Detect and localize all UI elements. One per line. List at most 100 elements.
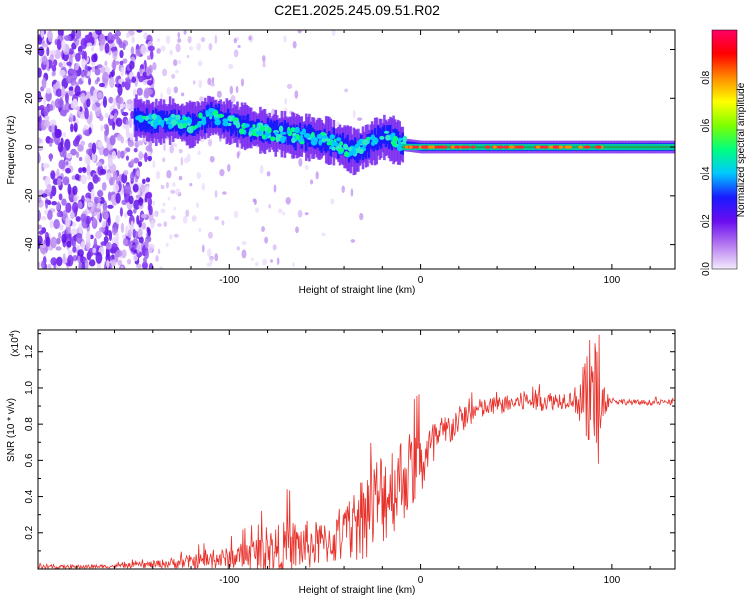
noise-blob — [120, 265, 124, 269]
ridge-band-inner — [332, 127, 335, 152]
noise-blob — [173, 233, 179, 238]
noise-blob — [148, 262, 154, 269]
snr-multiplier-exp: 4 — [9, 333, 16, 337]
noise-blob — [80, 213, 87, 223]
noise-blob — [145, 66, 151, 77]
ridge-peak — [437, 145, 442, 149]
ridge-blob — [275, 133, 283, 138]
ridge-blob — [248, 131, 253, 137]
noise-blob — [199, 96, 204, 102]
noise-blob — [56, 177, 62, 187]
noise-blob — [84, 197, 91, 203]
noise-blob — [142, 71, 147, 78]
noise-blob — [116, 150, 121, 159]
ridge-blob — [196, 122, 202, 128]
ridge-band-inner — [142, 112, 146, 130]
noise-blob — [175, 188, 181, 196]
ridge-blob — [153, 119, 158, 127]
ridge-blob — [205, 109, 209, 116]
noise-blob — [126, 103, 131, 109]
ridge-band-inner — [136, 107, 140, 123]
ridge-blob — [316, 133, 323, 140]
noise-blob — [115, 117, 123, 127]
noise-blob — [56, 201, 61, 211]
noise-blob — [134, 231, 139, 239]
noise-blob — [56, 237, 61, 245]
noise-blob — [91, 142, 97, 155]
snr-y-label: SNR (10 * v/v) — [6, 398, 17, 462]
noise-blob — [57, 30, 64, 37]
ridge-blob — [323, 138, 331, 142]
noise-blob — [103, 212, 109, 220]
noise-blob — [146, 226, 150, 233]
noise-blob — [129, 60, 135, 70]
noise-blob — [162, 202, 166, 207]
noise-blob — [62, 131, 67, 138]
noise-blob — [183, 30, 187, 35]
snr-y-ticks: 0.2 0.4 0.6 0.8 1.0 1.2 — [24, 333, 675, 552]
ridge-blob — [142, 115, 146, 119]
noise-blob — [99, 44, 104, 52]
colorbar-gradient — [712, 30, 737, 269]
noise-blob — [233, 38, 238, 44]
ridge-blob — [165, 120, 170, 125]
noise-blob — [115, 192, 121, 204]
noise-blob — [38, 146, 44, 152]
noise-blob — [61, 198, 67, 206]
ridge-blob — [208, 112, 214, 118]
noise-blob — [38, 35, 43, 45]
noise-blob — [80, 140, 85, 147]
noise-blob — [97, 140, 103, 149]
ridge-blob — [383, 130, 390, 134]
noise-blob — [126, 209, 133, 217]
ridge-blob — [286, 130, 291, 134]
noise-blob — [196, 42, 202, 51]
noise-blob — [111, 242, 118, 253]
noise-blob — [72, 185, 78, 196]
snr-multiplier-text: (x10 — [10, 337, 21, 357]
noise-blob — [90, 188, 95, 201]
noise-blob — [122, 42, 126, 51]
ridge-blob — [370, 140, 376, 147]
snr-x-tick-label: -100 — [219, 575, 239, 586]
noise-blob — [73, 122, 78, 133]
noise-blob — [137, 161, 143, 167]
noise-blob — [261, 226, 265, 232]
noise-blob — [206, 262, 212, 267]
snr-y-tick-label: 0.6 — [24, 453, 35, 467]
noise-blob — [87, 175, 92, 181]
noise-blob — [120, 222, 125, 234]
noise-blob — [222, 191, 227, 195]
noise-blob — [58, 159, 66, 170]
noise-blob — [93, 237, 98, 250]
ridge-blob — [280, 136, 286, 144]
noise-blob — [157, 223, 162, 227]
noise-blob — [71, 30, 76, 40]
noise-blob — [160, 208, 166, 214]
ridge-blob — [259, 125, 266, 132]
noise-blob — [180, 92, 185, 97]
noise-blob — [216, 90, 222, 98]
noise-blob — [117, 96, 124, 105]
ridge-band-inner — [240, 119, 244, 136]
noise-blob — [124, 184, 132, 195]
noise-blob — [207, 248, 212, 258]
ridge-band-inner — [191, 113, 195, 137]
noise-blob — [122, 238, 129, 246]
noise-blob — [84, 107, 89, 120]
noise-blob — [65, 224, 71, 235]
colorbar: 0.0 0.2 0.4 0.6 0.8 Normalized spectral ampl… — [700, 29, 747, 276]
ridge-band-inner — [381, 126, 384, 144]
noise-blob — [138, 196, 144, 206]
noise-blob — [138, 236, 144, 244]
noise-blob — [90, 95, 94, 101]
noise-blob — [44, 114, 50, 122]
noise-blob — [137, 228, 143, 238]
noise-blob — [120, 66, 124, 77]
noise-blob — [127, 140, 134, 148]
ridge-band-inner — [219, 111, 222, 129]
noise-blob — [198, 79, 203, 89]
noise-blob — [210, 83, 216, 87]
ridge-blob — [299, 141, 305, 145]
